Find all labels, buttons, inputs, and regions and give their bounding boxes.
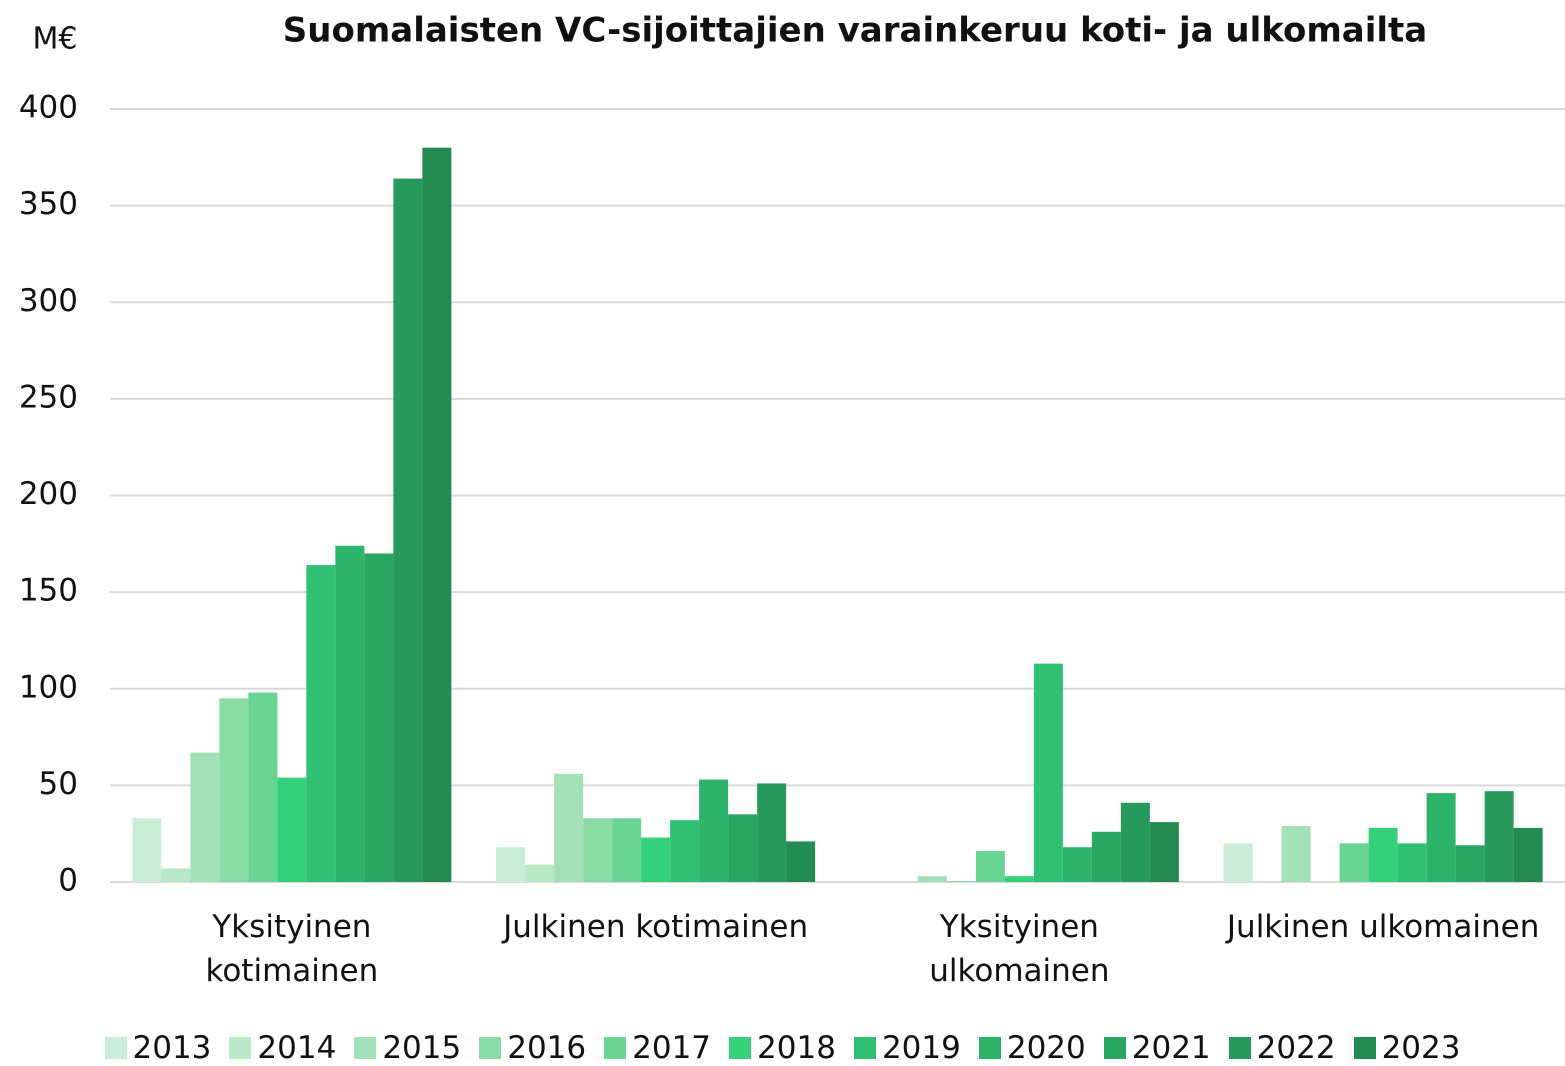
bar <box>422 147 452 882</box>
legend-swatch <box>1103 1037 1126 1059</box>
x-tick-label: Julkinen kotimainen <box>503 909 809 945</box>
legend-label: 2023 <box>1381 1030 1461 1066</box>
bar <box>1368 827 1398 882</box>
bar <box>364 553 394 882</box>
bar <box>554 773 584 882</box>
legend-item: 2013 <box>104 1030 212 1066</box>
bar <box>1455 845 1485 882</box>
bar <box>277 777 307 882</box>
bar <box>1426 793 1456 882</box>
bar <box>1513 827 1543 882</box>
bar <box>219 698 249 882</box>
legend-item: 2014 <box>229 1030 336 1066</box>
legend-label: 2022 <box>1256 1030 1336 1066</box>
legend-item: 2016 <box>479 1030 586 1066</box>
y-tick-label: 0 <box>58 863 78 899</box>
legend-item: 2022 <box>1228 1030 1336 1066</box>
legend-swatch <box>104 1037 127 1059</box>
legend-label: 2020 <box>1006 1030 1086 1066</box>
bar <box>1062 847 1092 882</box>
bar <box>583 818 613 882</box>
legend-item: 2021 <box>1103 1030 1211 1066</box>
bar <box>1149 822 1179 882</box>
bar <box>1033 663 1063 882</box>
bar <box>1004 876 1034 882</box>
bar <box>1120 802 1150 882</box>
bar <box>975 851 1005 882</box>
legend-swatch <box>229 1037 252 1059</box>
bar <box>1339 843 1369 882</box>
y-tick-label: 200 <box>19 476 78 512</box>
legend-label: 2013 <box>132 1030 212 1066</box>
y-tick-label: 400 <box>19 90 78 126</box>
bar <box>393 178 423 882</box>
legend-swatch <box>479 1037 502 1059</box>
legend-swatch <box>354 1037 377 1059</box>
bar <box>917 876 947 882</box>
legend-item: 2023 <box>1353 1030 1461 1066</box>
bar <box>641 837 671 882</box>
x-tick-label: Yksityinen ulkomainen <box>929 909 1110 989</box>
y-tick-label: 350 <box>19 186 78 222</box>
bar <box>132 818 162 882</box>
bar <box>786 841 816 882</box>
bar <box>1223 843 1253 882</box>
legend-label: 2015 <box>382 1030 462 1066</box>
bar <box>1397 843 1427 882</box>
legend-label: 2019 <box>881 1030 961 1066</box>
legend: 2013 2014 2015 2016 2017 2018 2019 2020 2021 2022… <box>0 1030 1565 1066</box>
legend-swatch <box>978 1037 1001 1059</box>
y-axis-label: M€ <box>33 22 78 57</box>
bar <box>496 847 526 882</box>
legend-label: 2016 <box>507 1030 587 1066</box>
bar <box>190 752 220 882</box>
chart-title: Suomalaisten VC-sijoittajien varainkeruu… <box>283 11 1427 51</box>
x-tick-label: Julkinen ulkomainen <box>1226 909 1540 945</box>
y-tick-label: 100 <box>19 669 78 705</box>
bar <box>946 881 976 882</box>
bar <box>757 783 787 882</box>
legend-label: 2018 <box>757 1030 836 1066</box>
legend-label: 2021 <box>1131 1030 1211 1066</box>
y-tick-label: 50 <box>39 766 78 802</box>
bar <box>670 820 700 882</box>
legend-label: 2014 <box>257 1030 337 1066</box>
legend-item: 2020 <box>978 1030 1086 1066</box>
legend-swatch <box>1228 1037 1251 1059</box>
bar <box>161 868 191 882</box>
bar <box>699 779 729 882</box>
bar <box>1091 831 1121 882</box>
legend-swatch <box>729 1037 752 1059</box>
bar <box>306 565 336 882</box>
bar <box>1484 791 1514 882</box>
bar <box>248 692 278 882</box>
legend-swatch <box>1353 1037 1376 1059</box>
bar <box>335 545 365 882</box>
bar <box>525 864 555 882</box>
y-tick-label: 300 <box>19 283 78 319</box>
legend-swatch <box>853 1037 876 1059</box>
y-tick-label: 250 <box>19 379 78 415</box>
legend-item: 2018 <box>729 1030 836 1066</box>
bar <box>1281 825 1311 882</box>
legend-swatch <box>604 1037 627 1059</box>
legend-item: 2019 <box>853 1030 961 1066</box>
y-tick-label: 150 <box>19 573 78 609</box>
bar <box>612 818 642 882</box>
legend-item: 2017 <box>604 1030 711 1066</box>
legend-item: 2015 <box>354 1030 461 1066</box>
x-tick-label: Yksityinen kotimainen <box>205 909 379 989</box>
bar <box>728 814 758 882</box>
legend-label: 2017 <box>632 1030 712 1066</box>
